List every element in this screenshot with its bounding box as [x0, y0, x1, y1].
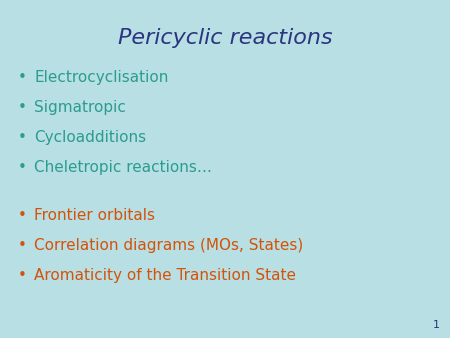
Text: 1: 1: [433, 320, 440, 330]
Text: Frontier orbitals: Frontier orbitals: [34, 208, 155, 223]
Text: •: •: [18, 160, 27, 175]
Text: Electrocyclisation: Electrocyclisation: [34, 70, 168, 85]
Text: •: •: [18, 130, 27, 145]
Text: Cycloadditions: Cycloadditions: [34, 130, 146, 145]
Text: •: •: [18, 70, 27, 85]
Text: •: •: [18, 238, 27, 253]
Text: •: •: [18, 268, 27, 283]
Text: •: •: [18, 208, 27, 223]
Text: Cheletropic reactions…: Cheletropic reactions…: [34, 160, 212, 175]
Text: Sigmatropic: Sigmatropic: [34, 100, 126, 115]
Text: •: •: [18, 100, 27, 115]
Text: Aromaticity of the Transition State: Aromaticity of the Transition State: [34, 268, 296, 283]
Text: Correlation diagrams (MOs, States): Correlation diagrams (MOs, States): [34, 238, 303, 253]
Text: Pericyclic reactions: Pericyclic reactions: [118, 28, 332, 48]
